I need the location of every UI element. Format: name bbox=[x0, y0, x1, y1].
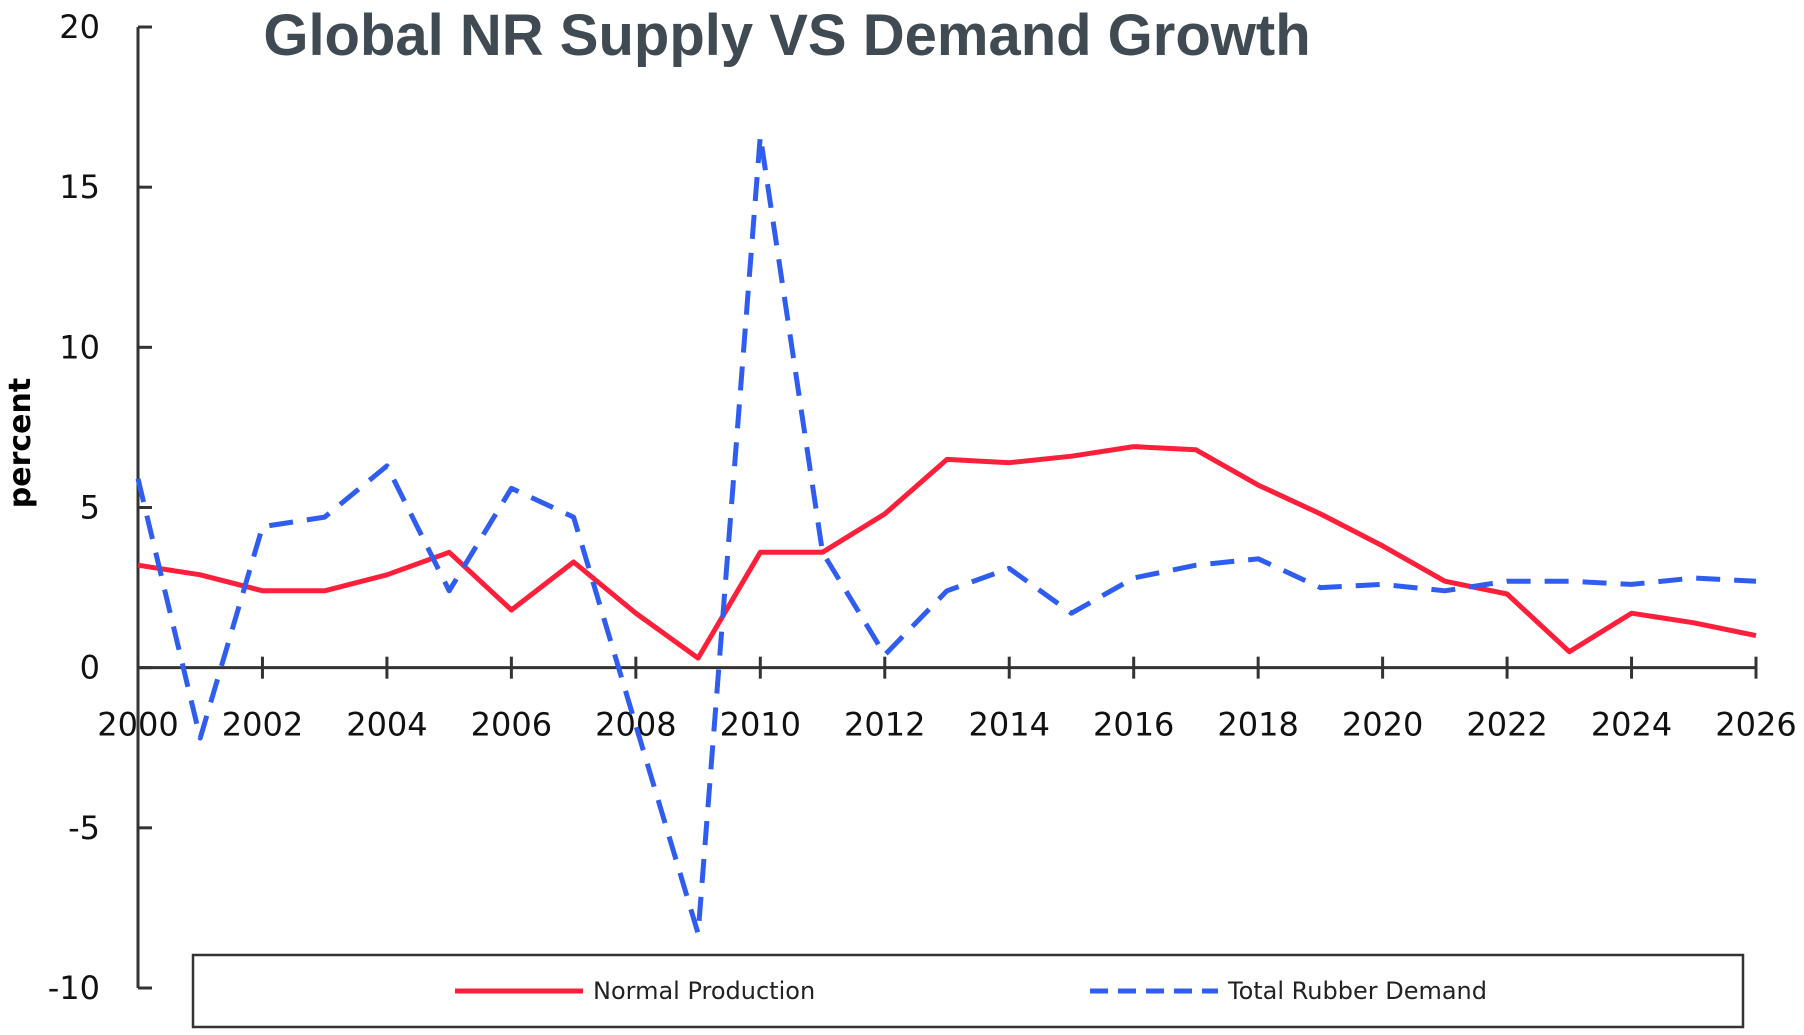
legend-label-1: Normal Production bbox=[593, 977, 815, 1005]
x-tick-label: 2024 bbox=[1591, 706, 1672, 744]
x-tick-label: 2020 bbox=[1342, 706, 1423, 744]
x-tick-label: 2018 bbox=[1217, 706, 1298, 744]
x-tick-label: 2004 bbox=[346, 706, 427, 744]
x-tick-label: 2022 bbox=[1466, 706, 1547, 744]
x-tick-label: 2010 bbox=[720, 706, 801, 744]
series-line-1 bbox=[137, 444, 1757, 661]
legend: Normal Production Total Rubber Demand bbox=[191, 953, 1745, 1029]
axes: 20 15 10 5 0 -5 -10 2000 2002 2004 2006 2008 2010 201… bbox=[48, 8, 1797, 1007]
x-tick-label: 2016 bbox=[1093, 706, 1174, 744]
x-tick-label: 2012 bbox=[844, 706, 925, 744]
x-tick-label: 2026 bbox=[1715, 706, 1796, 744]
legend-box bbox=[191, 953, 1745, 1029]
x-tick-label: 2000 bbox=[97, 706, 178, 744]
x-tick-label: 2008 bbox=[595, 706, 676, 744]
x-tick-label: 2014 bbox=[969, 706, 1050, 744]
chart-title: Global NR Supply VS Demand Growth bbox=[263, 3, 1310, 68]
y-tick-label: 0 bbox=[80, 649, 100, 687]
series-line-2 bbox=[135, 133, 1757, 936]
y-tick-label: 20 bbox=[59, 8, 100, 46]
x-tick-label: 2002 bbox=[222, 706, 303, 744]
y-tick-label: -10 bbox=[48, 969, 100, 1007]
y-axis-label: percent bbox=[3, 378, 38, 508]
series-group bbox=[135, 133, 1757, 936]
y-tick-label: 10 bbox=[59, 328, 100, 366]
legend-label-2: Total Rubber Demand bbox=[1227, 977, 1487, 1005]
x-tick-label: 2006 bbox=[471, 706, 552, 744]
y-tick-label: 15 bbox=[59, 168, 100, 206]
y-tick-label: 5 bbox=[80, 489, 100, 527]
y-tick-label: -5 bbox=[68, 809, 100, 847]
